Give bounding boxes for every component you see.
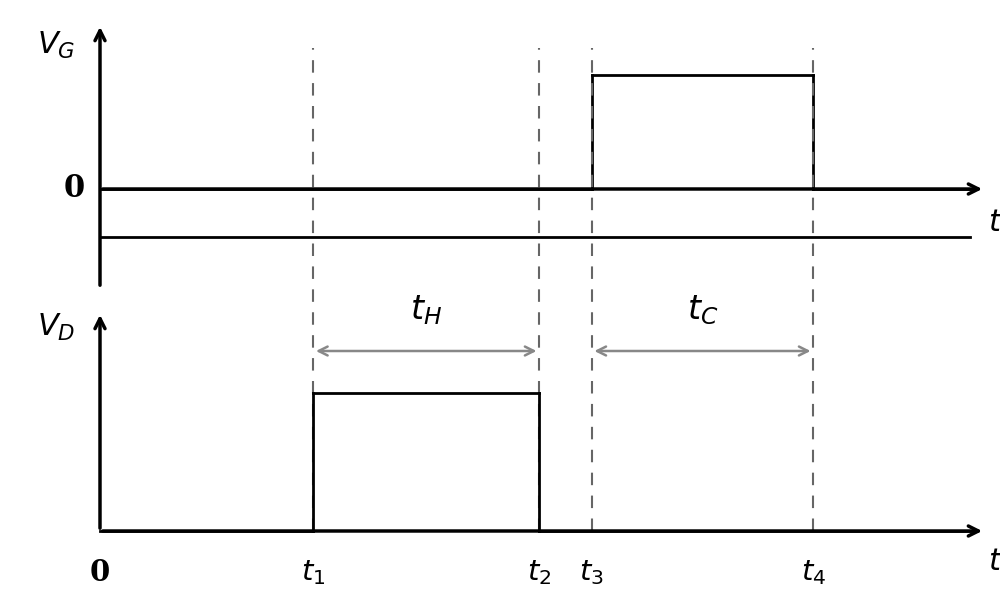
Text: $t_C$: $t_C$ [687, 293, 718, 327]
Text: $V_G$: $V_G$ [37, 30, 75, 61]
Text: $t_4$: $t_4$ [801, 558, 826, 587]
Text: $t_H$: $t_H$ [410, 293, 442, 327]
Text: $t$: $t$ [988, 207, 1000, 238]
Text: $t_1$: $t_1$ [301, 558, 325, 587]
Text: 0: 0 [64, 173, 85, 205]
Text: $V_D$: $V_D$ [37, 312, 75, 343]
Text: $t$: $t$ [988, 546, 1000, 577]
Text: $t_3$: $t_3$ [579, 558, 604, 587]
Text: $t_2$: $t_2$ [527, 558, 551, 587]
Text: 0: 0 [90, 558, 110, 587]
